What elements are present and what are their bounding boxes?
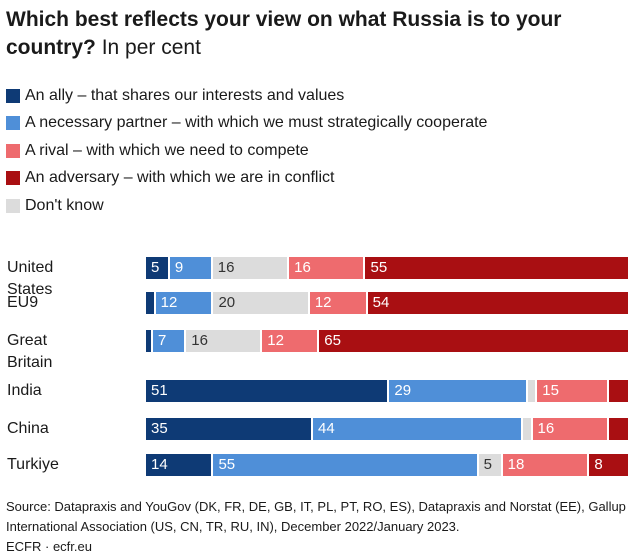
row-label-china: China [7,420,49,437]
bar-segment-great-britain-2: 16 [186,330,263,352]
bar-segment-turkiye-0: 14 [146,454,214,476]
bar-segment-united-states-3: 16 [289,257,366,279]
bar-segment-eu9-4: 54 [367,292,628,314]
bar-segment-great-britain-4: 65 [319,330,628,352]
bar-segment-china-3: 16 [532,418,609,440]
bar-segment-turkiye-2: 5 [478,454,503,476]
legend-swatch-partner [6,116,20,131]
row-label-united-states: United States [7,259,54,298]
bar-segment-united-states-1: 9 [169,257,213,279]
legend-label-rival: A rival – with which we need to compete [25,141,309,159]
legend-swatch-rival [6,143,20,158]
bar-segment-india-4 [608,380,628,402]
legend-item-partner: A necessary partner – with which we must… [6,110,487,138]
legend-item-dont-know: Don't know [6,192,487,220]
legend-label-partner: A necessary partner – with which we must… [25,114,488,132]
bar-united-states: 5 9 16 16 55 [146,257,628,279]
row-label-great-britain: Great Britain [7,332,53,371]
bar-segment-china-0: 35 [146,418,314,440]
bar-segment-united-states-0: 5 [146,257,170,279]
legend-swatch-ally [6,88,20,103]
bar-segment-china-1: 44 [313,418,523,440]
bar-segment-china-2 [522,418,533,440]
chart-title: Which best reflects your view on what Ru… [6,6,626,62]
legend-swatch-adversary [6,171,20,186]
bar-segment-turkiye-1: 55 [213,454,479,476]
bar-china: 35 44 16 [146,418,628,440]
bar-segment-india-2 [527,380,538,402]
chart-title-main: Which best reflects your view on what Ru… [6,8,562,59]
chart-subtitle: In per cent [101,36,201,59]
bar-segment-eu9-2: 20 [213,292,310,314]
bar-segment-eu9-3: 12 [309,292,368,314]
bar-turkiye: 14 55 5 18 8 [146,454,628,476]
bar-segment-united-states-4: 55 [365,257,628,279]
bar-segment-china-4 [608,418,628,440]
legend-label-dont-know: Don't know [25,196,104,214]
bar-segment-great-britain-3: 12 [262,330,320,352]
legend-label-adversary: An adversary – with which we are in conf… [25,169,335,187]
bar-segment-india-3: 15 [537,380,609,402]
legend-label-ally: An ally – that shares our interests and … [25,86,345,104]
row-label-india: India [7,382,42,399]
bar-segment-india-0: 51 [146,380,390,402]
bar-segment-great-britain-1: 7 [153,330,187,352]
bar-india: 51 29 15 [146,380,628,402]
source-note: Source: Datapraxis and YouGov (DK, FR, D… [6,497,628,557]
legend-item-adversary: An adversary – with which we are in conf… [6,165,487,193]
legend-item-ally: An ally – that shares our interests and … [6,82,487,110]
source-credit: ECFR · ecfr.eu [6,539,92,554]
bar-great-britain: 7 16 12 65 [146,330,628,352]
bar-eu9: 12 20 12 54 [146,292,628,314]
bar-segment-great-britain-0 [146,330,153,352]
legend-swatch-dont-know [6,198,20,213]
bar-segment-united-states-2: 16 [212,257,290,279]
row-label-turkiye: Turkiye [7,456,59,473]
source-text: Source: Datapraxis and YouGov (DK, FR, D… [6,499,626,534]
row-label-eu9: EU9 [7,294,39,311]
bar-segment-turkiye-4: 8 [589,454,628,476]
bar-segment-india-1: 29 [389,380,528,402]
bar-segment-eu9-0 [146,292,156,314]
bar-segment-turkiye-3: 18 [502,454,590,476]
legend-item-rival: A rival – with which we need to compete [6,137,487,165]
bar-segment-eu9-1: 12 [155,292,214,314]
legend: An ally – that shares our interests and … [6,82,487,220]
